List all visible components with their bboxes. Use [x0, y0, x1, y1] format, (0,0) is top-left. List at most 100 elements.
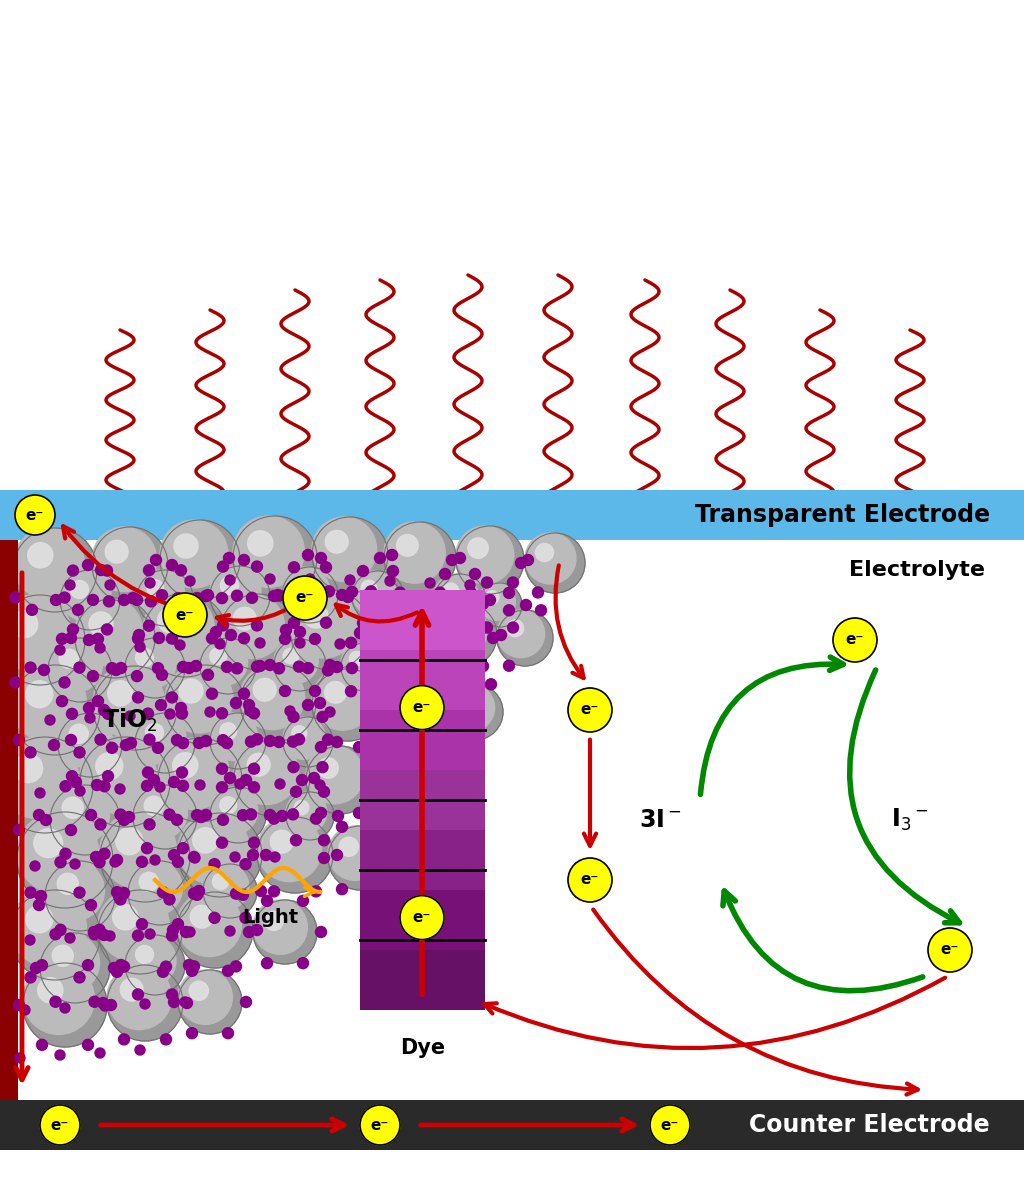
Circle shape [125, 637, 176, 688]
Circle shape [484, 595, 496, 605]
Circle shape [98, 890, 169, 961]
Circle shape [383, 699, 393, 711]
Circle shape [48, 637, 112, 702]
Circle shape [268, 590, 280, 602]
Circle shape [216, 837, 227, 849]
Circle shape [374, 703, 384, 713]
Circle shape [136, 919, 147, 929]
Circle shape [273, 736, 285, 748]
Circle shape [210, 566, 270, 626]
Circle shape [290, 590, 358, 658]
Circle shape [52, 945, 74, 966]
Circle shape [62, 798, 83, 818]
Circle shape [175, 703, 186, 713]
Circle shape [297, 774, 307, 786]
Circle shape [85, 713, 95, 723]
Circle shape [434, 588, 445, 598]
Circle shape [89, 996, 100, 1008]
Circle shape [833, 618, 877, 662]
Circle shape [112, 966, 123, 977]
Circle shape [217, 814, 228, 825]
Circle shape [217, 620, 228, 631]
Circle shape [89, 612, 113, 636]
Circle shape [175, 565, 186, 576]
Circle shape [112, 887, 123, 897]
Circle shape [70, 859, 80, 869]
Circle shape [433, 603, 487, 658]
Circle shape [10, 665, 100, 755]
Circle shape [177, 661, 188, 672]
Circle shape [396, 534, 418, 557]
Circle shape [45, 861, 115, 931]
Circle shape [439, 621, 451, 631]
Circle shape [454, 679, 465, 690]
Circle shape [57, 874, 78, 894]
Circle shape [233, 608, 256, 630]
Text: e⁻: e⁻ [413, 910, 431, 925]
Circle shape [272, 590, 284, 601]
Circle shape [249, 782, 259, 793]
Circle shape [74, 972, 85, 983]
Circle shape [190, 660, 202, 672]
Circle shape [466, 588, 476, 598]
Circle shape [273, 590, 285, 601]
Circle shape [225, 629, 237, 641]
Circle shape [116, 959, 127, 971]
Circle shape [175, 640, 185, 650]
Circle shape [37, 1040, 47, 1050]
Circle shape [60, 849, 71, 859]
Circle shape [248, 850, 258, 861]
Circle shape [157, 590, 168, 601]
Circle shape [207, 633, 217, 643]
Circle shape [180, 927, 191, 938]
Circle shape [446, 554, 458, 565]
Circle shape [249, 763, 259, 774]
Text: e⁻: e⁻ [371, 1117, 389, 1132]
Circle shape [179, 679, 203, 703]
Circle shape [91, 780, 102, 791]
Circle shape [200, 637, 248, 686]
Circle shape [312, 669, 384, 741]
Circle shape [346, 586, 357, 597]
Circle shape [415, 662, 426, 673]
Circle shape [74, 662, 85, 673]
Circle shape [146, 579, 164, 597]
Circle shape [98, 929, 110, 940]
Circle shape [234, 740, 299, 805]
Circle shape [220, 577, 239, 595]
Circle shape [120, 978, 143, 1001]
Circle shape [339, 837, 358, 856]
Circle shape [230, 852, 240, 862]
Circle shape [441, 661, 453, 672]
Circle shape [177, 891, 253, 969]
Circle shape [45, 715, 55, 725]
Circle shape [13, 528, 84, 599]
Circle shape [256, 886, 266, 896]
Circle shape [525, 533, 585, 594]
Circle shape [507, 620, 523, 636]
Circle shape [241, 997, 252, 1008]
Circle shape [68, 565, 79, 576]
Circle shape [106, 662, 118, 674]
Circle shape [172, 919, 183, 929]
Circle shape [93, 666, 165, 737]
Circle shape [433, 780, 444, 791]
Bar [0, 1100, 1024, 1150]
Circle shape [95, 643, 105, 653]
Circle shape [116, 662, 127, 673]
Circle shape [234, 740, 310, 815]
Circle shape [220, 796, 237, 813]
Circle shape [39, 665, 49, 675]
Circle shape [216, 592, 227, 604]
Circle shape [60, 1003, 70, 1013]
Circle shape [375, 592, 385, 604]
Circle shape [335, 639, 345, 649]
Circle shape [252, 620, 262, 631]
Circle shape [210, 566, 261, 617]
Circle shape [190, 888, 202, 899]
Circle shape [98, 705, 110, 716]
Circle shape [135, 648, 154, 666]
Circle shape [288, 762, 299, 773]
Circle shape [391, 734, 402, 744]
Circle shape [71, 776, 82, 787]
